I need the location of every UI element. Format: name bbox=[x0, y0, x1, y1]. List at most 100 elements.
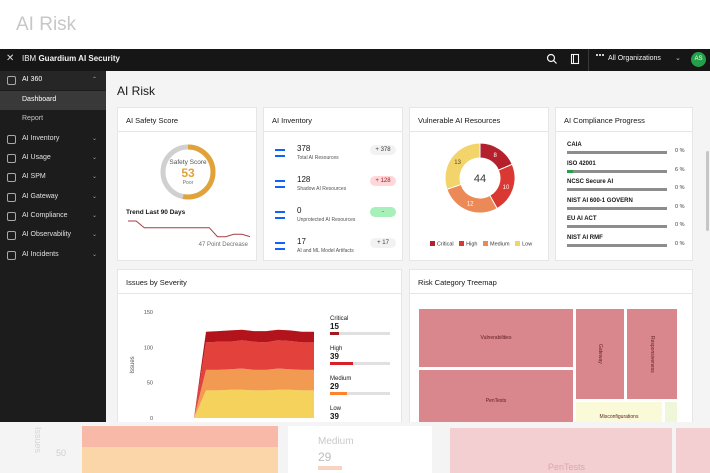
treemap-label: Misconfigurations bbox=[599, 414, 639, 420]
sidebar-item-label: AI Usage bbox=[22, 154, 51, 161]
area-series-low[interactable] bbox=[158, 389, 314, 418]
inventory-value: 17 bbox=[297, 237, 306, 246]
sidebar-item-ai-gateway[interactable]: AI Gateway ⌄ bbox=[0, 188, 106, 207]
area-series-critical[interactable] bbox=[158, 329, 314, 418]
safety-score-card: AI Safety Score Safety Score 53 Poor Tre… bbox=[117, 107, 257, 261]
brand-name: Guardium AI Security bbox=[38, 54, 120, 63]
home-icon bbox=[7, 76, 16, 85]
donut-legend: Critical High Medium Low bbox=[410, 241, 548, 248]
browser-page-header: AI Risk bbox=[0, 0, 710, 50]
card-divider bbox=[118, 293, 401, 294]
card-title: Vulnerable AI Resources bbox=[418, 116, 501, 125]
chevron-down-icon: ⌄ bbox=[92, 213, 98, 219]
severity-item-medium[interactable]: Medium 29 bbox=[330, 376, 390, 395]
donut-slice-medium[interactable] bbox=[446, 183, 498, 214]
card-divider bbox=[556, 131, 692, 132]
sidebar-item-ai-inventory[interactable]: AI Inventory ⌄ bbox=[0, 130, 106, 149]
compliance-framework-name: EU AI ACT bbox=[567, 216, 597, 222]
spm-icon bbox=[7, 173, 16, 182]
inventory-label: Shadow AI Resources bbox=[297, 186, 347, 192]
topbar-divider bbox=[588, 49, 589, 71]
sidebar-subitem-dashboard[interactable]: Dashboard bbox=[0, 91, 106, 110]
area-series-high[interactable] bbox=[158, 340, 314, 418]
compliance-progress-track bbox=[567, 169, 667, 173]
zoom-medium-bar bbox=[318, 466, 342, 470]
organization-switcher[interactable]: All Organizations bbox=[596, 54, 661, 62]
compliance-percent: 0 % bbox=[675, 148, 685, 154]
compliance-progress-track bbox=[567, 151, 667, 154]
inventory-row-unprotected[interactable]: 0 Unprotected AI Resources - bbox=[264, 203, 402, 233]
chevron-down-icon: ⌄ bbox=[92, 136, 98, 142]
compliance-progress-track bbox=[567, 188, 667, 191]
model-artifact-icon bbox=[275, 242, 285, 250]
sidebar-item-ai-incidents[interactable]: AI Incidents ⌄ bbox=[0, 246, 106, 265]
page-heading-faded: AI Risk bbox=[16, 14, 77, 35]
product-brand[interactable]: IBM Guardium AI Security bbox=[22, 54, 120, 63]
legend-swatch bbox=[459, 241, 465, 246]
legend-swatch bbox=[515, 241, 521, 246]
chevron-down-icon[interactable]: ⌄ bbox=[675, 55, 681, 62]
compliance-progress-track bbox=[567, 243, 667, 247]
treemap-cell-gateway[interactable]: Gateway bbox=[575, 308, 625, 400]
severity-bar-track bbox=[330, 332, 390, 335]
severity-item-critical[interactable]: Critical 15 bbox=[330, 316, 390, 335]
search-icon[interactable] bbox=[546, 53, 558, 65]
brand-prefix: IBM bbox=[22, 54, 39, 63]
compliance-framework-name: NCSC Secure AI bbox=[567, 179, 614, 185]
user-avatar[interactable]: AS bbox=[691, 52, 706, 67]
area-series-medium[interactable] bbox=[158, 368, 314, 419]
zoom-treemap-edge bbox=[676, 428, 710, 473]
y-tick-label: 150 bbox=[144, 310, 153, 316]
compliance-progress-track bbox=[567, 225, 667, 228]
usage-icon bbox=[7, 154, 16, 163]
inventory-row-shadow[interactable]: 128 Shadow AI Resources + 128 bbox=[264, 172, 402, 202]
inventory-row-total[interactable]: 378 Total AI Resources + 378 bbox=[264, 141, 402, 171]
zoom-area-chart bbox=[82, 426, 278, 473]
severity-label: Low bbox=[330, 406, 342, 412]
chevron-down-icon: ⌄ bbox=[92, 174, 98, 180]
page-title: AI Risk bbox=[117, 84, 156, 98]
zoom-treemap: PenTests bbox=[450, 428, 672, 473]
zoom-severity-panel: Medium 29 bbox=[288, 426, 432, 473]
severity-label: Critical bbox=[330, 316, 349, 322]
card-title: AI Compliance Progress bbox=[564, 116, 645, 125]
score-value: 53 bbox=[181, 166, 195, 180]
sidebar-item-ai-spm[interactable]: AI SPM ⌄ bbox=[0, 168, 106, 187]
severity-item-low[interactable]: Low 39 bbox=[330, 406, 390, 425]
sidebar-item-ai-usage[interactable]: AI Usage ⌄ bbox=[0, 149, 106, 168]
compliance-percent: 0 % bbox=[675, 185, 685, 191]
sidebar-item-ai-observability[interactable]: AI Observability ⌄ bbox=[0, 226, 106, 245]
trend-line bbox=[128, 220, 250, 238]
severity-item-high[interactable]: High 39 bbox=[330, 346, 390, 365]
legend-label: Medium bbox=[490, 241, 510, 248]
vertical-scrollbar[interactable] bbox=[706, 151, 709, 231]
observability-icon bbox=[7, 231, 16, 240]
compliance-icon bbox=[7, 212, 16, 221]
severity-bar-fill bbox=[330, 392, 348, 395]
legend-label: Low bbox=[522, 241, 533, 248]
treemap-cell-vulnerabilities[interactable]: Vulnerabilities bbox=[418, 308, 574, 368]
gateway-icon bbox=[7, 193, 16, 202]
card-divider bbox=[264, 131, 402, 132]
sidebar-item-label: AI SPM bbox=[22, 173, 46, 180]
treemap-cell-responsiveness[interactable]: Responsiveness bbox=[626, 308, 678, 400]
sidebar-item-label: AI Inventory bbox=[22, 135, 60, 142]
severity-label: High bbox=[330, 346, 343, 352]
inventory-label: Total AI Resources bbox=[297, 155, 339, 161]
y-tick-label: 0 bbox=[150, 416, 153, 422]
donut-slice-low[interactable] bbox=[444, 142, 481, 190]
compliance-percent: 0 % bbox=[675, 203, 685, 210]
sidebar-item-label: AI Compliance bbox=[22, 212, 68, 219]
sidebar-subitem-report[interactable]: Report bbox=[0, 110, 106, 129]
top-bar: ✕ IBM Guardium AI Security All Organizat… bbox=[0, 49, 710, 71]
y-tick-label: 100 bbox=[144, 345, 153, 351]
incidents-icon bbox=[7, 251, 16, 260]
severity-label: Medium bbox=[330, 376, 352, 382]
sidebar-item-ai-compliance[interactable]: AI Compliance ⌄ bbox=[0, 207, 106, 226]
close-icon[interactable]: ✕ bbox=[6, 53, 15, 64]
sidebar-item-ai-360[interactable]: AI 360 ⌃ bbox=[0, 71, 106, 90]
gauge-fill bbox=[160, 144, 216, 200]
risk-treemap-card: Risk Category Treemap Vulnerabilities Pe… bbox=[409, 269, 693, 439]
inventory-row-artifacts[interactable]: 17 AI and ML Model Artifacts + 17 bbox=[264, 234, 402, 264]
book-icon[interactable] bbox=[569, 53, 581, 65]
